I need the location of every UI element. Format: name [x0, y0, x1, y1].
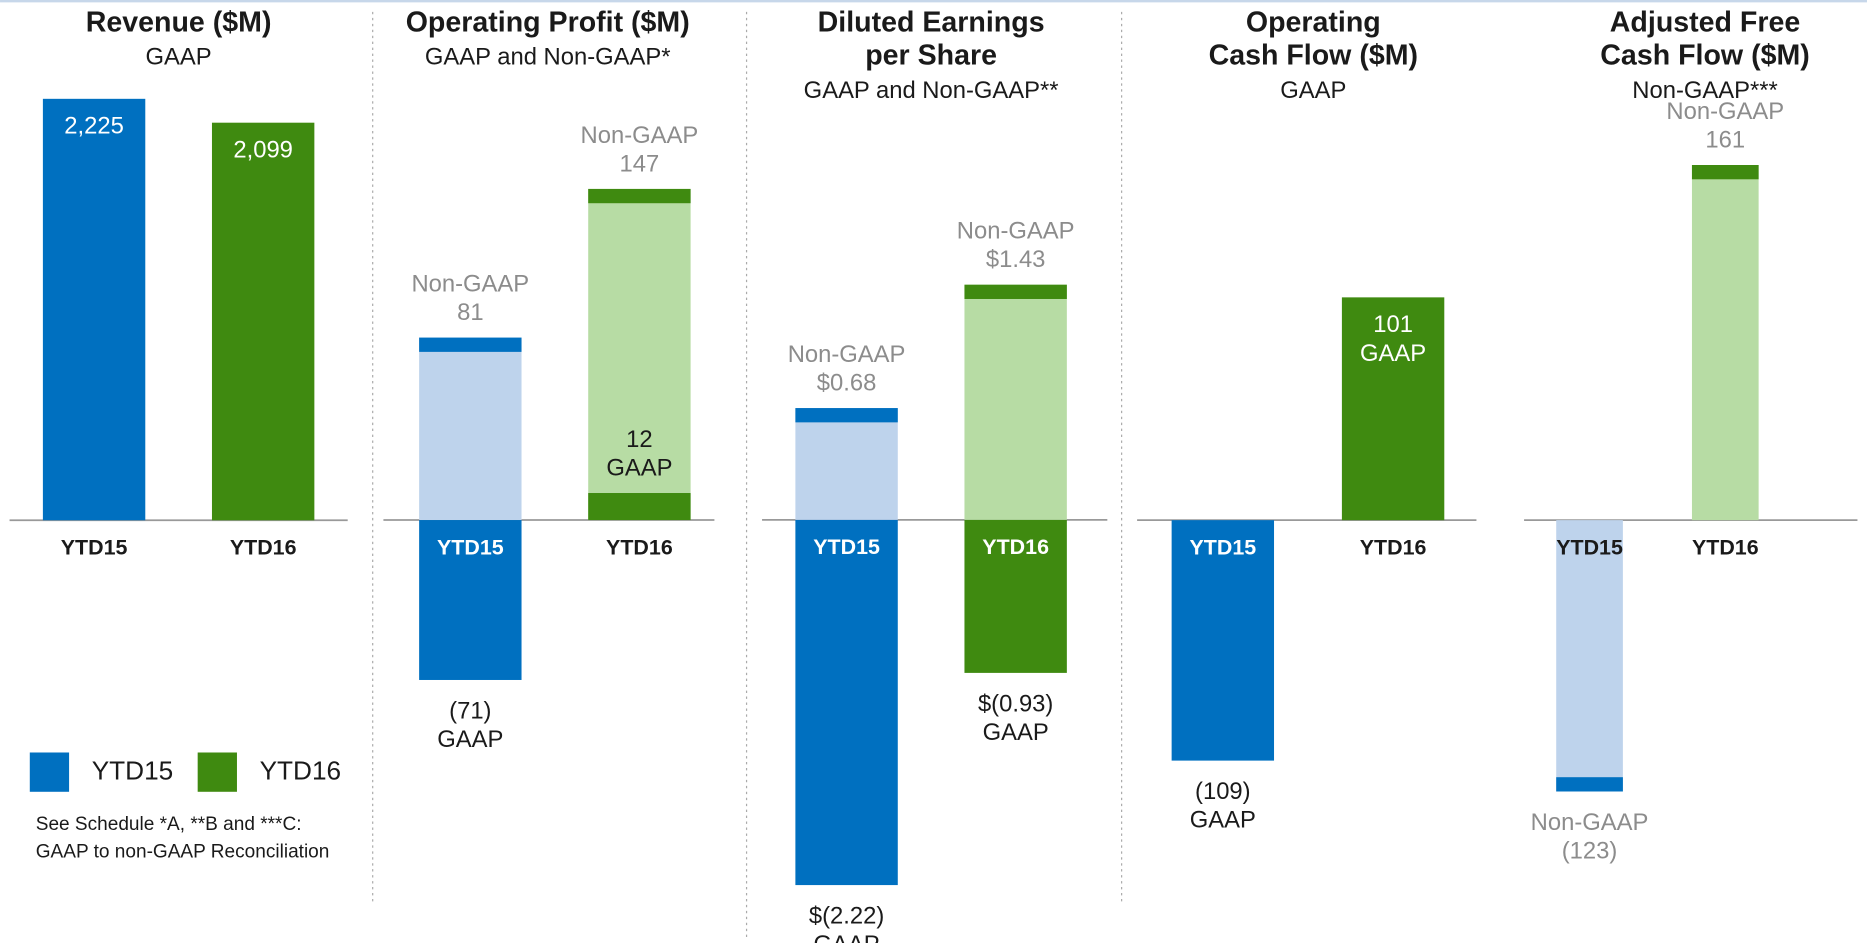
panel-title: Revenue ($M): [86, 6, 272, 38]
value-label: GAAP: [983, 719, 1049, 746]
x-tick-label: YTD16: [982, 535, 1049, 559]
panel-title: Cash Flow ($M): [1600, 40, 1809, 72]
value-label: GAAP: [606, 454, 672, 481]
legend-swatch: [29, 752, 70, 792]
bar-cap: [588, 188, 691, 204]
value-label: Non-GAAP: [581, 122, 699, 149]
panel-title: Cash Flow ($M): [1209, 40, 1418, 72]
bar: [42, 98, 146, 521]
value-label: Non-GAAP: [1531, 809, 1649, 836]
legend-label: YTD16: [260, 756, 342, 786]
value-label: 2,225: [64, 113, 124, 140]
bar: [419, 337, 522, 521]
value-label: GAAP: [1190, 807, 1256, 834]
value-label: 147: [620, 150, 660, 177]
bar: [1171, 520, 1275, 761]
bar: [964, 284, 1067, 520]
bar: [1556, 520, 1623, 792]
x-tick-label: YTD16: [606, 535, 673, 559]
panel-subtitle: GAAP and Non-GAAP*: [425, 44, 671, 71]
value-label: 161: [1705, 126, 1745, 153]
footnote: See Schedule *A, **B and ***C:: [36, 814, 302, 835]
value-label: (123): [1562, 838, 1618, 865]
bar: [964, 519, 1067, 673]
bar: [588, 493, 691, 521]
bar-cap: [795, 408, 898, 423]
bar-cap: [419, 337, 522, 352]
value-label: Non-GAAP: [411, 270, 529, 297]
value-label: GAAP: [814, 931, 880, 943]
x-tick-label: YTD16: [230, 536, 297, 560]
x-tick-label: YTD15: [813, 535, 880, 559]
panel-title: Diluted Earnings: [818, 6, 1045, 38]
x-tick-label: YTD15: [1556, 535, 1623, 559]
bar-cap: [964, 284, 1067, 299]
legend-swatch: [197, 752, 237, 792]
panel-subtitle: Non-GAAP***: [1632, 77, 1778, 104]
panel-title: per Share: [865, 40, 997, 72]
bar: [1691, 165, 1759, 521]
value-label: 101: [1373, 311, 1413, 338]
legend-label: YTD15: [92, 756, 174, 786]
bar-cap: [1556, 777, 1623, 792]
value-label: GAAP: [1360, 340, 1426, 367]
value-label: $1.43: [986, 246, 1046, 273]
panel-title: Operating: [1246, 6, 1381, 38]
bar-cap: [1691, 165, 1759, 180]
value-label: (71): [449, 697, 491, 724]
value-label: Non-GAAP: [957, 218, 1075, 245]
value-label: GAAP: [437, 726, 503, 753]
value-label: $(2.22): [809, 903, 884, 930]
panel-title: Adjusted Free: [1610, 6, 1800, 38]
bar: [419, 520, 522, 680]
value-label: 2,099: [233, 137, 293, 164]
bar: [795, 519, 898, 886]
x-tick-label: YTD15: [1189, 535, 1256, 559]
value-label: $0.68: [817, 370, 877, 397]
x-tick-label: YTD15: [61, 536, 128, 560]
value-label: (109): [1195, 778, 1251, 805]
value-label: 81: [457, 299, 483, 326]
bar: [588, 188, 691, 521]
panel-subtitle: GAAP: [146, 44, 212, 71]
x-tick-label: YTD16: [1360, 535, 1427, 559]
value-label: $(0.93): [978, 690, 1053, 717]
bar: [1341, 297, 1445, 521]
panel-subtitle: GAAP and Non-GAAP**: [804, 77, 1059, 104]
x-tick-label: YTD15: [437, 535, 504, 559]
bar: [795, 408, 898, 520]
bar: [211, 122, 315, 521]
x-tick-label: YTD16: [1692, 535, 1759, 559]
value-label: Non-GAAP: [1666, 98, 1784, 125]
value-label: 12: [626, 426, 652, 453]
value-label: Non-GAAP: [788, 341, 906, 368]
panel-title: Operating Profit ($M): [406, 6, 690, 38]
footnote: GAAP to non-GAAP Reconciliation: [36, 842, 330, 863]
panel-subtitle: GAAP: [1280, 77, 1346, 104]
